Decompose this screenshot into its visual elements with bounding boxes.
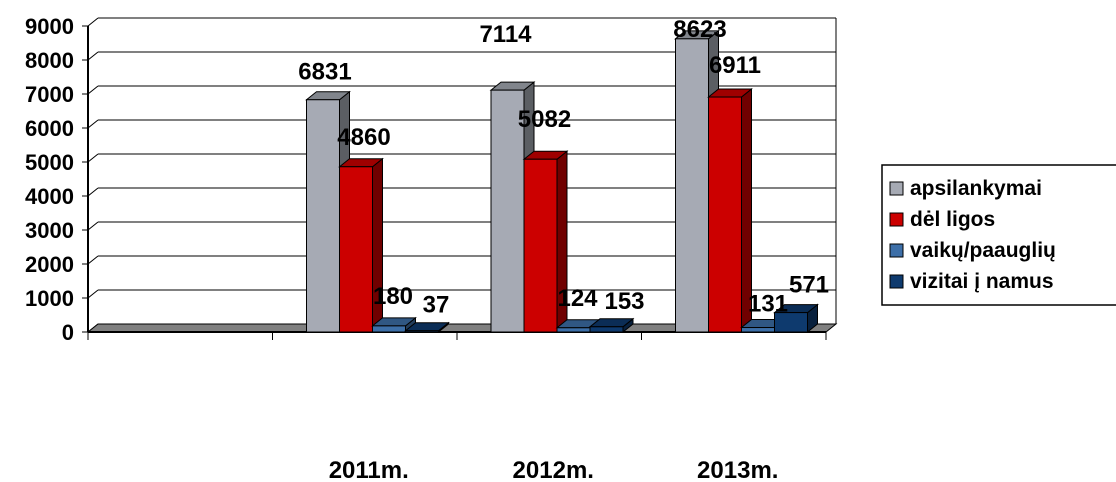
data-label: 7114 [479,21,532,48]
gridline-wall [87,153,99,163]
gridline-wall [87,289,99,299]
bar [405,330,439,333]
y-tick-label: 2000 [25,252,74,277]
y-tick-label: 7000 [25,82,74,107]
bar [589,326,624,333]
data-label: 180 [373,283,413,310]
y-tick-label: 0 [62,320,74,345]
bar [523,158,558,333]
data-label: 153 [604,288,644,315]
legend-label: dėl ligos [910,208,995,231]
y-tick-labels: 0 1000 2000 3000 4000 5000 6000 7000 8000 9000 [25,14,74,345]
gridline-wall [87,255,99,265]
bar [708,96,742,333]
legend-label: apsilankymai [910,177,1042,200]
gridline-wall [87,85,99,95]
x-category-label: 2011m. [329,457,409,482]
gridline-wall [87,221,99,231]
bar [774,312,808,333]
data-label: 4860 [337,124,390,151]
y-tick-label: 3000 [25,218,74,243]
y-tick-label: 4000 [25,184,74,209]
data-label: 131 [748,291,788,318]
x-category-label: 2012m. [513,457,594,482]
legend-swatch [889,181,904,196]
bars [305,29,819,334]
y-tick-label: 6000 [25,116,74,141]
data-labels: 6831 7114 8623 4860 5082 6911 180 124 131 37 153 57… [298,16,829,319]
gridline-wall [87,17,99,27]
bar [675,38,709,333]
bar [490,89,525,333]
y-tick-label: 9000 [25,14,74,39]
gridline-wall [87,187,99,197]
gridline-wall [87,119,99,129]
gridline-wall [87,51,99,61]
legend-box [881,164,1116,306]
x-category-labels: 2011m. 2012m. 2013m. [329,457,779,482]
data-label: 124 [557,285,598,312]
data-label: 571 [789,272,829,299]
legend-swatch [889,212,904,227]
data-label: 6831 [298,59,351,86]
data-label: 8623 [673,16,726,43]
y-tick-label: 5000 [25,150,74,175]
y-tick-label: 8000 [25,48,74,73]
bar [741,327,775,333]
bar [306,99,340,333]
legend: apsilankymai dėl ligos vaikų/paauglių vizit… [881,164,1116,306]
data-label: 6911 [709,52,761,79]
bar [372,325,406,333]
legend-swatch [889,274,904,289]
data-label: 37 [423,292,450,319]
bar [339,166,373,333]
legend-swatch [889,243,904,258]
bar [556,327,591,333]
legend-label: vizitai į namus [910,270,1054,293]
data-label: 5082 [518,106,571,133]
y-tick-label: 1000 [25,286,74,311]
x-category-label: 2013m. [697,457,778,482]
legend-label: vaikų/paauglių [910,239,1056,262]
